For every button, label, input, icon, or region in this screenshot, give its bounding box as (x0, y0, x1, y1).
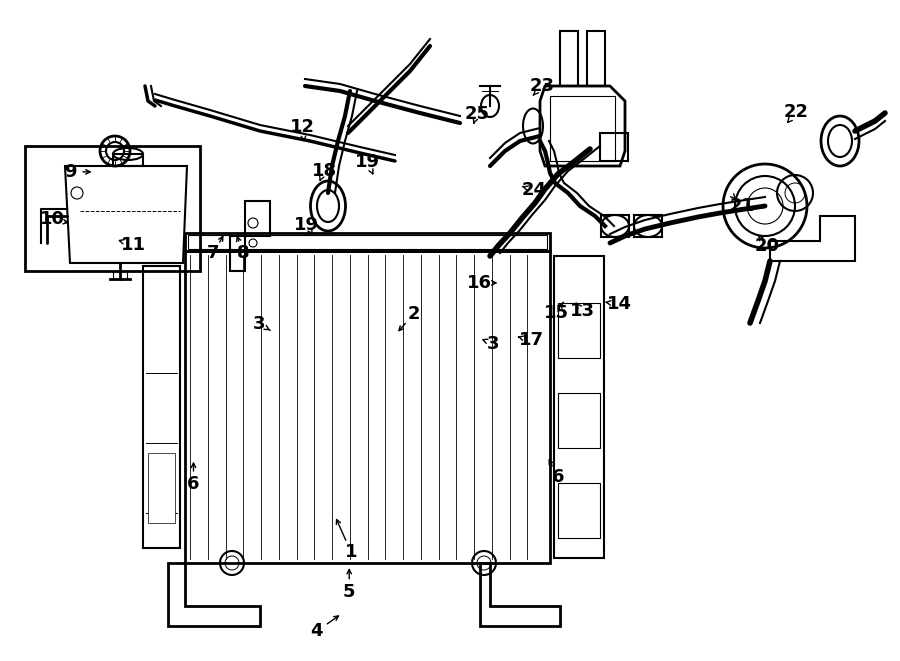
Text: 16: 16 (467, 274, 492, 292)
Text: 10: 10 (40, 210, 65, 229)
Text: 24: 24 (522, 181, 547, 200)
Text: 3: 3 (487, 334, 500, 353)
Bar (587, 31, 605, 86)
Text: 19: 19 (293, 215, 319, 234)
Bar (601, 215, 629, 237)
Text: 7: 7 (207, 244, 220, 262)
Bar (185, 251, 550, 563)
Text: 19: 19 (355, 153, 380, 171)
Text: 11: 11 (121, 235, 146, 254)
Bar (560, 31, 578, 86)
Bar (558, 393, 600, 448)
Text: 21: 21 (730, 197, 755, 215)
Text: 14: 14 (607, 295, 632, 313)
Bar (113, 271, 127, 279)
Bar (113, 154, 143, 166)
Text: 15: 15 (544, 303, 569, 322)
Bar (188, 235, 547, 249)
Text: 20: 20 (754, 237, 779, 255)
Bar (143, 266, 180, 548)
Text: 1: 1 (345, 543, 357, 561)
Bar (185, 233, 550, 251)
Text: 23: 23 (529, 77, 554, 95)
Bar (25, 146, 200, 271)
Text: 18: 18 (311, 161, 337, 180)
Bar (600, 133, 628, 161)
Text: 8: 8 (237, 244, 249, 262)
Text: 5: 5 (343, 582, 356, 601)
Text: 25: 25 (464, 104, 490, 123)
Text: 6: 6 (187, 475, 200, 493)
Bar (554, 256, 604, 558)
Text: 13: 13 (570, 301, 595, 320)
Text: 2: 2 (408, 305, 420, 323)
Bar (634, 215, 662, 237)
Text: 3: 3 (253, 315, 266, 333)
Text: 12: 12 (290, 118, 315, 136)
Bar (558, 483, 600, 538)
Bar (148, 453, 175, 523)
Bar (558, 303, 600, 358)
Text: 22: 22 (784, 103, 809, 122)
Bar (550, 96, 615, 161)
Text: 6: 6 (552, 468, 564, 486)
Text: 4: 4 (310, 622, 323, 641)
Text: 17: 17 (518, 331, 544, 350)
Text: 9: 9 (64, 163, 76, 181)
